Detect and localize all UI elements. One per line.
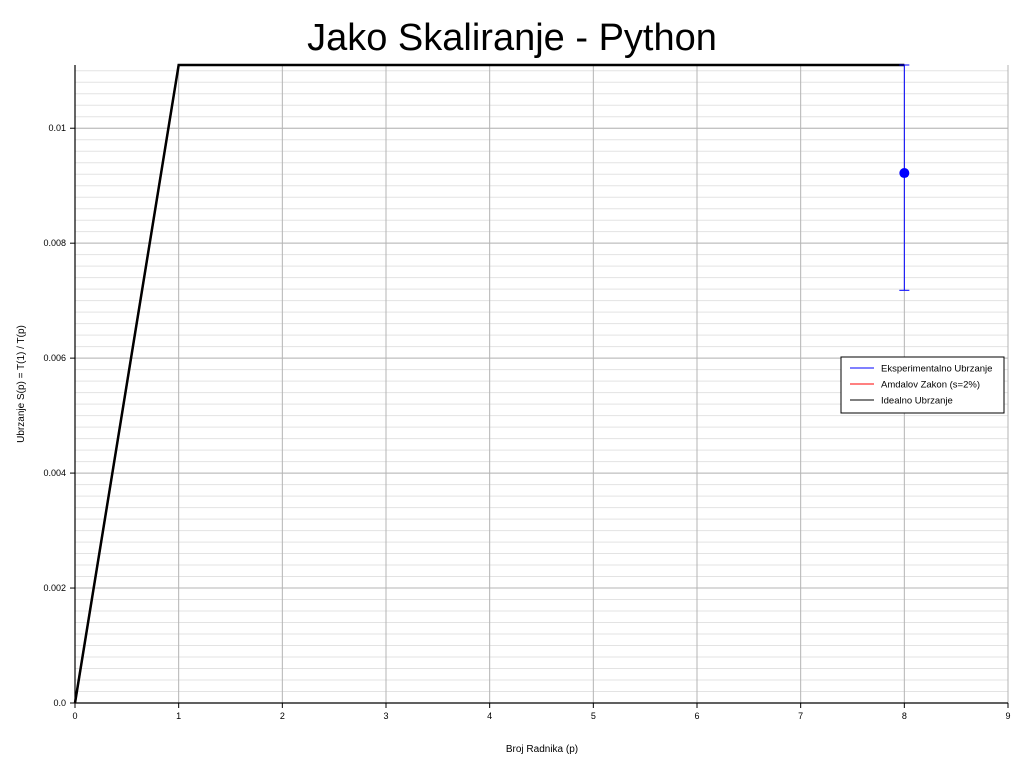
- legend: Eksperimentalno Ubrzanje Amdalov Zakon (…: [840, 356, 1005, 414]
- x-tick-label: 3: [383, 711, 388, 721]
- legend-entry-experimental: Eksperimentalno Ubrzanje: [881, 364, 992, 375]
- x-tick-label: 4: [487, 711, 492, 721]
- x-axis-label: Broj Radnika (p): [506, 744, 578, 755]
- y-tick-label: 0.0: [53, 698, 66, 708]
- y-tick-label: 0.004: [43, 468, 66, 478]
- legend-entry-amdahl: Amdalov Zakon (s=2%): [881, 380, 980, 391]
- x-tick-label: 1: [176, 711, 181, 721]
- grid: [74, 65, 1009, 704]
- legend-box: [840, 356, 1005, 414]
- x-tick-label: 9: [1005, 711, 1010, 721]
- series: [73, 63, 910, 704]
- series-line-ideal: [73, 63, 905, 704]
- y-tick-label: 0.008: [43, 238, 66, 248]
- x-tick-label: 8: [902, 711, 907, 721]
- y-ticks: 0.0 0.002 0.004 0.006 0.008 0.01: [43, 123, 75, 708]
- x-tick-label: 5: [591, 711, 596, 721]
- data-point-experimental: [899, 168, 910, 179]
- x-tick-label: 6: [694, 711, 699, 721]
- y-axis-label: Ubrzanje S(p) = T(1) / T(p): [16, 325, 27, 443]
- x-ticks: 0 1 2 3 4 5 6 7 8 9: [72, 703, 1011, 721]
- y-tick-label: 0.002: [43, 583, 66, 593]
- x-tick-label: 7: [798, 711, 803, 721]
- y-tick-label: 0.01: [48, 123, 66, 133]
- x-tick-label: 0: [72, 711, 77, 721]
- axes: [74, 65, 1008, 704]
- x-tick-label: 2: [280, 711, 285, 721]
- chart-title: Jako Skaliranje - Python: [307, 17, 717, 59]
- legend-entry-ideal: Idealno Ubrzanje: [881, 396, 953, 407]
- y-tick-label: 0.006: [43, 353, 66, 363]
